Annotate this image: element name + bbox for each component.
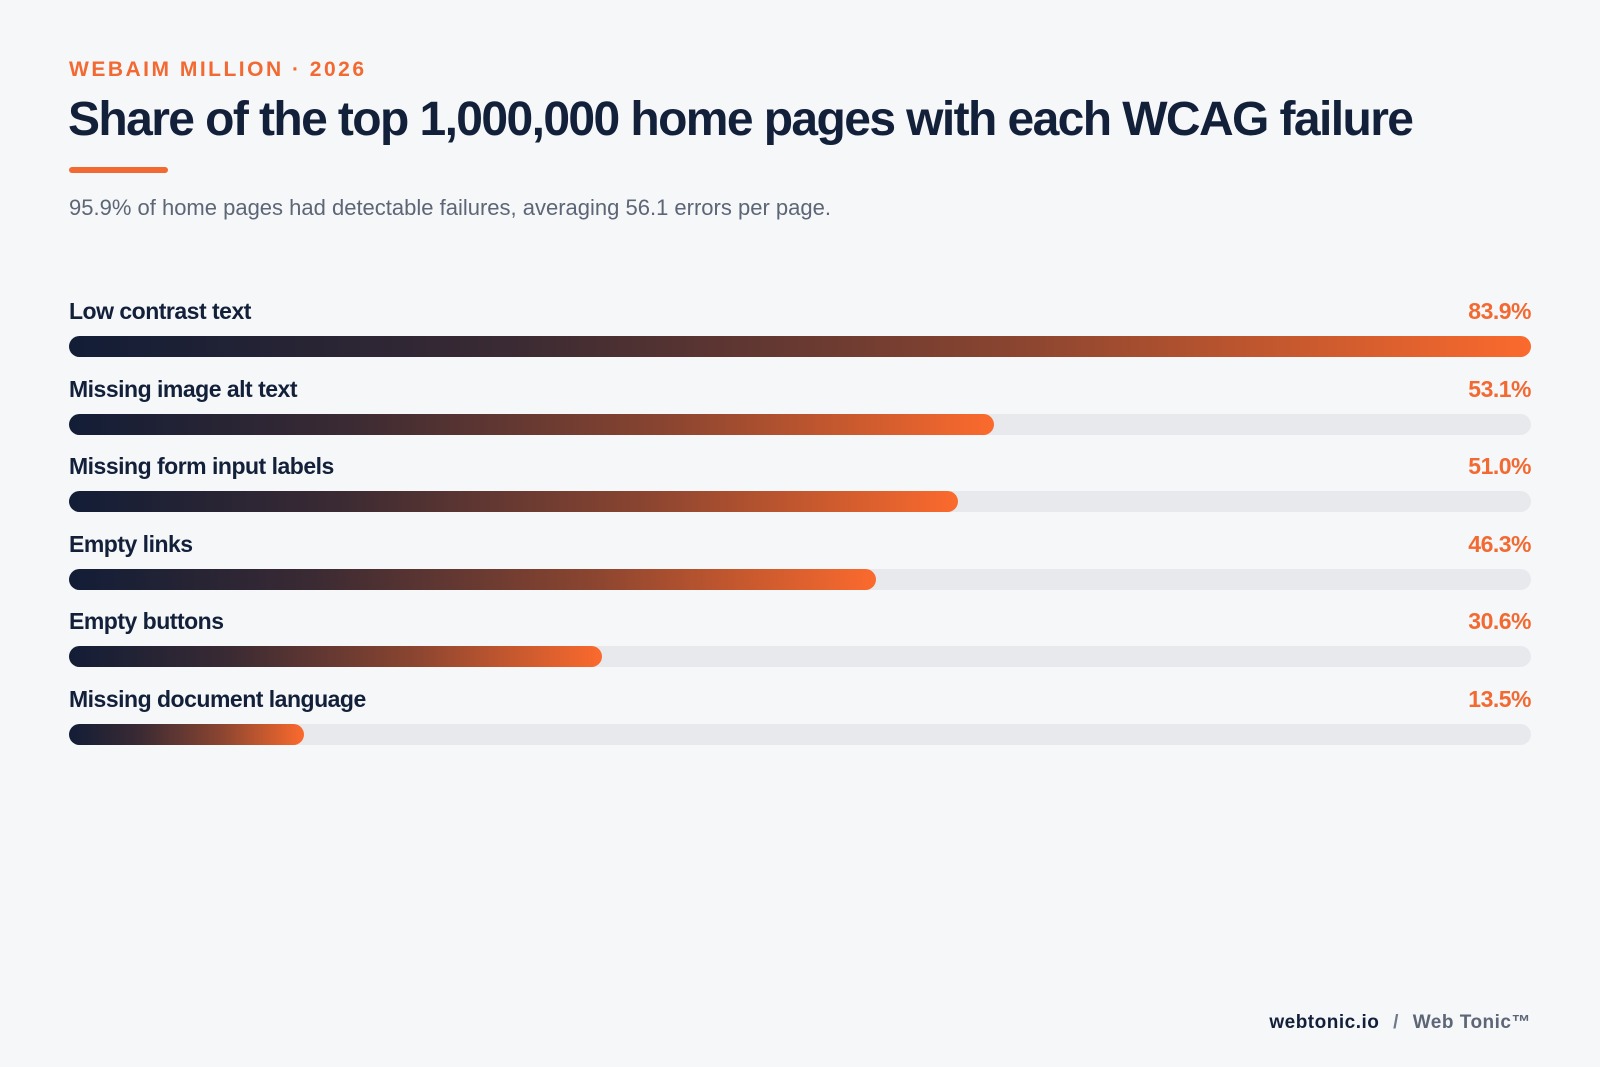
bar-row: Missing document language 13.5% bbox=[69, 686, 1531, 764]
bar-track bbox=[69, 568, 1531, 590]
bar bbox=[69, 568, 876, 590]
accent-rule bbox=[69, 167, 168, 173]
bar-label: Empty buttons bbox=[69, 608, 224, 634]
bar-label: Missing image alt text bbox=[69, 375, 298, 402]
bar-track bbox=[69, 336, 1531, 357]
bar-track bbox=[69, 723, 1531, 745]
bar-value-label: 51.0% bbox=[1468, 453, 1531, 479]
bar bbox=[69, 646, 603, 667]
chart-subtitle: 95.9% of home pages had detectable failu… bbox=[69, 195, 831, 220]
bar-track bbox=[69, 491, 1531, 512]
footer-credit: webtonic.io / Web Tonic™ bbox=[1269, 1012, 1531, 1034]
bar bbox=[69, 723, 305, 745]
bar-label: Empty links bbox=[69, 530, 193, 557]
bar-label: Missing form input labels bbox=[69, 453, 334, 479]
bar-label: Missing document language bbox=[69, 685, 366, 712]
bar-label: Low contrast text bbox=[69, 298, 251, 324]
footer-brand: Web Tonic™ bbox=[1412, 1012, 1531, 1033]
bar bbox=[69, 336, 1531, 357]
chart-kicker: WEBAIM MILLION · 2026 bbox=[69, 58, 367, 81]
bar-row: Missing form input labels 51.0% bbox=[69, 453, 1531, 531]
footer-separator: / bbox=[1393, 1012, 1399, 1033]
bar-track bbox=[69, 413, 1531, 435]
chart-title: Share of the top 1,000,000 home pages wi… bbox=[68, 93, 1414, 146]
bar-row: Missing image alt text 53.1% bbox=[69, 376, 1531, 454]
footer-site: webtonic.io bbox=[1269, 1012, 1380, 1033]
bar bbox=[69, 413, 995, 435]
bar-value-label: 46.3% bbox=[1468, 530, 1531, 557]
bar-list: Low contrast text 83.9% Missing image alt … bbox=[69, 298, 1531, 763]
bar-value-label: 83.9% bbox=[1468, 298, 1531, 324]
bar-value-label: 13.5% bbox=[1468, 685, 1531, 712]
bar bbox=[69, 491, 958, 512]
bar-value-label: 53.1% bbox=[1468, 375, 1531, 402]
bar-track bbox=[69, 646, 1531, 667]
bar-row: Empty buttons 30.6% bbox=[69, 608, 1531, 686]
bar-row: Empty links 46.3% bbox=[69, 531, 1531, 609]
bar-value-label: 30.6% bbox=[1468, 608, 1531, 634]
bar-row: Low contrast text 83.9% bbox=[69, 298, 1531, 376]
